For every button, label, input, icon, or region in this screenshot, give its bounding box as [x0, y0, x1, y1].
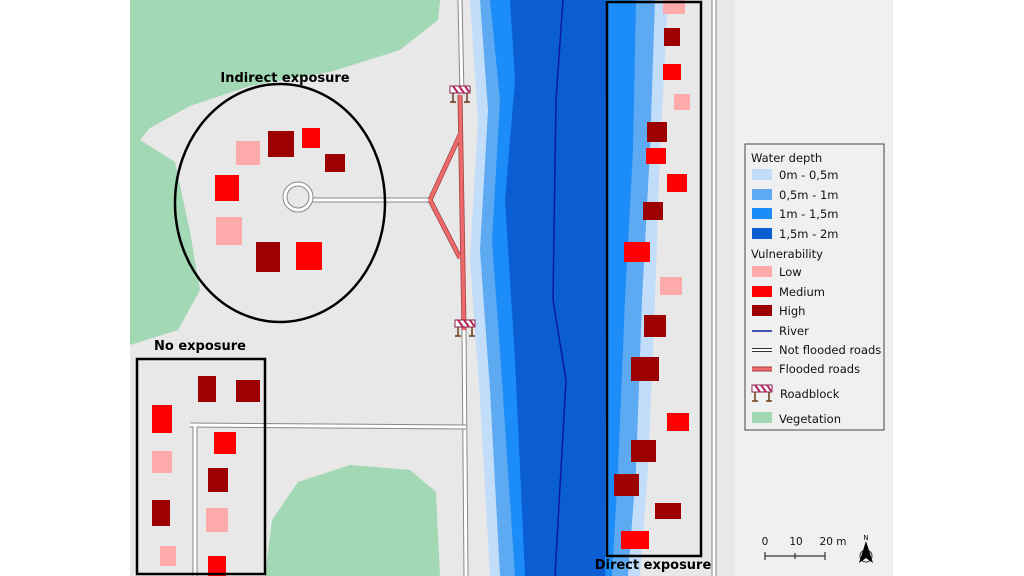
building-high-vulnerability [643, 202, 663, 220]
legend-vuln-title: Vulnerability [751, 247, 823, 261]
direct-exposure-zone [605, 0, 703, 558]
buildings [152, 0, 690, 576]
building-high-vulnerability [256, 242, 280, 272]
scale-tick-20: 20 m [820, 536, 847, 548]
scale-tick-0: 0 [762, 536, 769, 548]
flooded-roads [427, 94, 467, 331]
legend-water-1: 0,5m - 1m [779, 188, 838, 202]
building-high-vulnerability [268, 131, 294, 157]
roadblock-icon [454, 319, 476, 337]
building-high-vulnerability [614, 474, 639, 496]
legend-river: River [779, 324, 809, 338]
legend-water-2: 1m - 1,5m [779, 207, 838, 221]
building-medium-vulnerability [667, 174, 687, 192]
building-medium-vulnerability [624, 242, 650, 262]
legend-swatch-high [752, 305, 772, 316]
building-medium-vulnerability [214, 432, 236, 454]
building-low-vulnerability [206, 508, 228, 532]
building-high-vulnerability [644, 315, 666, 337]
building-medium-vulnerability [302, 128, 320, 148]
scale-bar: 0 10 20 m [762, 536, 847, 560]
building-high-vulnerability [152, 500, 170, 526]
building-medium-vulnerability [667, 413, 689, 431]
legend-low: Low [779, 265, 802, 279]
building-low-vulnerability [216, 217, 242, 245]
building-high-vulnerability [236, 380, 260, 402]
roadblock-icon [449, 85, 471, 103]
building-high-vulnerability [664, 28, 680, 46]
building-medium-vulnerability [663, 64, 681, 80]
direct-exposure-label: Direct exposure [595, 558, 712, 573]
not-flooded-roads [189, 0, 717, 576]
water-depth-1.5-2m [505, 0, 606, 576]
vegetation-area [265, 465, 440, 576]
legend-not-flooded: Not flooded roads [779, 343, 881, 357]
roadblock-icon [751, 384, 773, 402]
legend-swatch-water-2 [752, 208, 772, 219]
legend-swatch-water-1 [752, 189, 772, 200]
building-high-vulnerability [208, 468, 228, 492]
building-medium-vulnerability [646, 148, 666, 164]
legend-water-3: 1,5m - 2m [779, 227, 838, 241]
building-medium-vulnerability [621, 531, 649, 549]
indirect-exposure-label: Indirect exposure [220, 71, 349, 86]
building-high-vulnerability [198, 376, 216, 402]
legend-swatch-water-3 [752, 228, 772, 239]
building-low-vulnerability [152, 451, 172, 473]
no-exposure-label: No exposure [154, 339, 246, 354]
vegetation-area [130, 0, 440, 345]
scale-tick-10: 10 [789, 536, 802, 548]
building-medium-vulnerability [215, 175, 239, 201]
building-low-vulnerability [674, 94, 690, 110]
legend-medium: Medium [779, 285, 825, 299]
building-medium-vulnerability [208, 556, 226, 576]
legend-swatch-low [752, 266, 772, 277]
building-high-vulnerability [655, 503, 681, 519]
north-label: N [863, 534, 868, 542]
legend-water-0: 0m - 0,5m [779, 168, 838, 182]
building-high-vulnerability [325, 154, 345, 172]
legend-vegetation: Vegetation [779, 412, 841, 426]
legend-flooded: Flooded roads [779, 362, 860, 376]
building-medium-vulnerability [296, 242, 322, 270]
building-high-vulnerability [631, 357, 659, 381]
legend-swatch-medium [752, 286, 772, 297]
legend-water-title: Water depth [751, 151, 822, 165]
building-low-vulnerability [663, 0, 685, 14]
building-high-vulnerability [647, 122, 667, 142]
building-high-vulnerability [631, 440, 656, 462]
legend-swatch-vegetation [752, 412, 772, 423]
building-low-vulnerability [236, 141, 260, 165]
north-arrow-icon: N [859, 534, 873, 563]
building-low-vulnerability [660, 277, 682, 295]
legend-roadblock: Roadblock [780, 387, 840, 401]
legend: Water depth 0m - 0,5m 0,5m - 1m 1m - 1,5… [744, 143, 885, 431]
river-line [552, 0, 567, 576]
building-low-vulnerability [160, 546, 176, 566]
building-medium-vulnerability [152, 405, 172, 433]
legend-swatch-water-0 [752, 169, 772, 180]
legend-high: High [779, 304, 805, 318]
no-exposure-zone [135, 357, 267, 576]
indirect-exposure-zone [173, 82, 387, 324]
